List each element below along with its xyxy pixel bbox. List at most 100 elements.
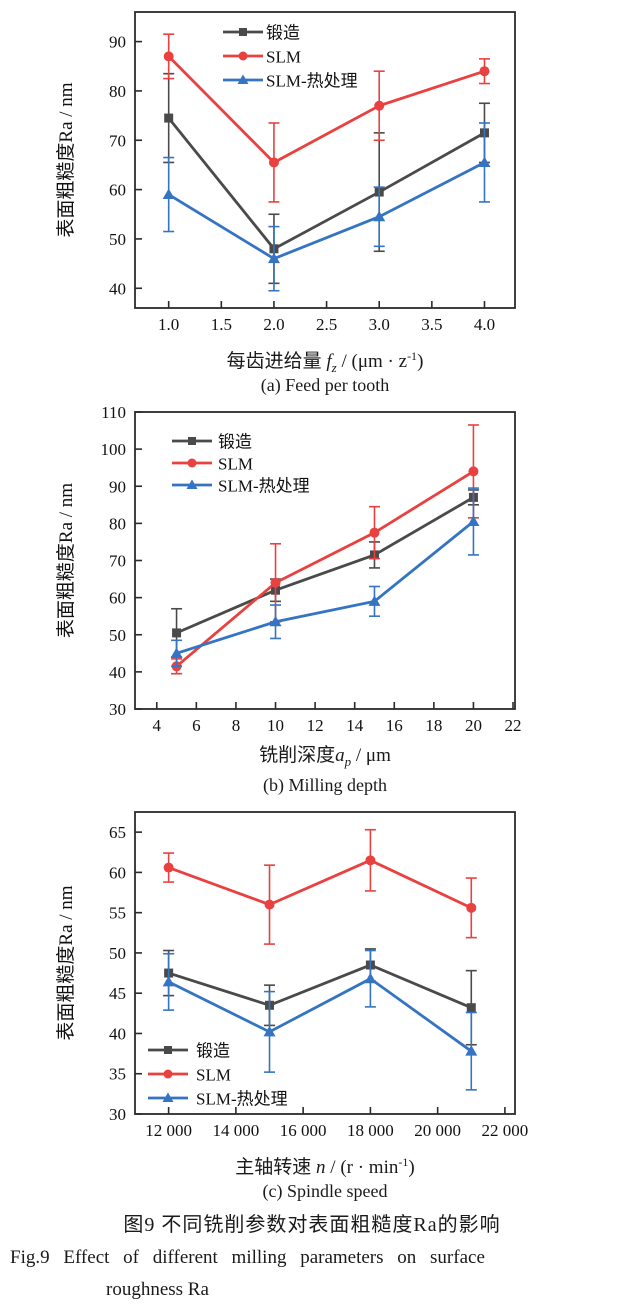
square-marker <box>164 1046 172 1054</box>
y-tick-label: 40 <box>109 279 126 298</box>
x-tick-label: 3.5 <box>421 315 442 334</box>
square-marker <box>188 437 196 445</box>
circle-marker <box>468 466 479 477</box>
x-tick-label: 16 <box>386 716 403 735</box>
series-锻造 <box>163 72 490 285</box>
triangle-marker <box>162 975 175 987</box>
x-axis-label-part: a <box>335 745 345 766</box>
x-axis-label-part: z <box>331 360 337 375</box>
plot-box <box>134 811 516 1115</box>
y-tick-label: 30 <box>109 700 126 719</box>
x-tick-label: 14 000 <box>213 1121 260 1140</box>
legend-label: SLM-热处理 <box>266 72 358 91</box>
x-tick-label: 4 <box>153 716 162 735</box>
square-marker <box>164 113 174 123</box>
series-line <box>167 161 486 261</box>
circle-marker <box>163 1069 173 1079</box>
plot-box <box>134 11 516 309</box>
x-tick-label: 22 000 <box>482 1121 529 1140</box>
triangle-marker <box>162 1092 174 1102</box>
chart-c-xaxis-label: 主轴转速 n / (r · min-1) <box>135 1148 515 1178</box>
figure-caption-chinese: 图9 不同铣削参数对表面粗糙度Ra的影响 <box>123 1214 501 1236</box>
x-tick-label: 12 <box>307 716 324 735</box>
circle-marker <box>163 862 174 873</box>
square-marker <box>172 628 182 638</box>
y-tick-label: 90 <box>109 477 126 496</box>
x-axis-label-part: ) <box>417 351 424 372</box>
x-axis-label-part: / (μm · z <box>336 351 408 372</box>
y-tick-label: 45 <box>109 984 126 1003</box>
x-tick-label: 14 <box>346 716 364 735</box>
x-axis-label-part: ) <box>408 1157 415 1178</box>
triangle-marker <box>237 74 249 84</box>
y-tick-label: 30 <box>109 1105 126 1124</box>
x-tick-label: 10 <box>267 716 284 735</box>
series-SLM-热处理 <box>162 949 478 1091</box>
triangle-marker <box>478 156 491 167</box>
x-tick-label: 22 <box>505 716 522 735</box>
y-tick-label: 80 <box>109 82 126 101</box>
circle-marker <box>264 899 275 910</box>
chart-c-block: 30 35 40 45 50 55 60 65 12 000 14 000 16 000 18 000… <box>0 800 624 1206</box>
circle-marker <box>365 855 376 866</box>
x-tick-label: 12 000 <box>145 1121 192 1140</box>
y-tick-label: 65 <box>109 823 126 842</box>
triangle-marker <box>170 647 183 658</box>
y-tick-label: 70 <box>109 131 126 150</box>
square-marker <box>466 1003 476 1013</box>
x-tick-label: 16 000 <box>280 1121 327 1140</box>
y-axis-label: 表面粗糙度Ra / nm <box>55 885 77 1040</box>
figure-caption-english-line2: roughness Ra <box>106 1279 209 1300</box>
x-tick-label: 18 000 <box>347 1121 394 1140</box>
series-line <box>176 520 475 655</box>
figure-caption-english-line1: Fig.9 Effect of different milling parame… <box>10 1247 485 1268</box>
x-tick-label: 2.0 <box>263 315 284 334</box>
x-tick-label: 4.0 <box>474 315 495 334</box>
x-tick-label: 1.5 <box>211 315 232 334</box>
x-tick-label: 20 <box>465 716 482 735</box>
x-tick-label: 1.0 <box>158 315 179 334</box>
legend-label: 锻造 <box>266 24 300 43</box>
plot-box <box>134 411 516 710</box>
x-tick-label: 20 000 <box>414 1121 461 1140</box>
chart-b-plot: 30 40 50 60 70 80 90 100 110 4 6 8 10 12 14 16 18 20 22 表面粗… <box>55 403 522 735</box>
y-tick-label: 60 <box>109 863 126 882</box>
x-axis-label-part: p <box>344 754 352 769</box>
y-tick-label: 40 <box>109 663 126 682</box>
circle-marker <box>268 157 279 168</box>
chart-b-xaxis-label: 铣削深度ap / μm <box>135 742 515 770</box>
series-SLM-热处理 <box>170 487 480 668</box>
triangle-marker <box>465 1045 478 1056</box>
chart-c-subcaption: (c) Spindle speed <box>262 1181 388 1201</box>
series-line <box>168 963 472 1009</box>
x-axis-label-part: f <box>326 351 332 372</box>
y-tick-label: 100 <box>101 440 127 459</box>
series-line <box>168 977 473 1053</box>
triangle-marker <box>373 210 386 222</box>
triangle-marker <box>186 479 198 489</box>
circle-marker <box>163 51 174 62</box>
series-锻造 <box>163 948 477 1046</box>
legend: 锻造 SLM SLM-热处理 <box>148 1042 288 1109</box>
triangle-marker <box>267 252 280 264</box>
series-line <box>167 117 486 251</box>
x-axis-label-part: 主轴转速 <box>235 1157 317 1178</box>
triangle-marker <box>162 188 175 200</box>
triangle-marker <box>467 515 480 527</box>
x-tick-label: 3.0 <box>369 315 390 334</box>
legend-label: SLM-热处理 <box>196 1090 288 1109</box>
series-line <box>176 496 475 635</box>
x-axis-label-part: n <box>316 1157 326 1178</box>
triangle-marker <box>269 615 282 627</box>
chart-a-plot: 40 50 60 70 80 90 1.0 1.5 2.0 2.5 3.0 3.5 4.0 表面粗糙度Ra… <box>55 11 516 334</box>
y-axis-label: 表面粗糙度Ra / nm <box>55 483 77 638</box>
chart-a-xaxis-label: 每齿进给量 fz / (μm · z-1) <box>135 342 515 375</box>
y-tick-label: 80 <box>109 514 126 533</box>
circle-marker <box>466 902 477 913</box>
circle-marker <box>270 577 281 588</box>
series-SLM-热处理 <box>162 122 491 292</box>
square-marker <box>239 28 247 36</box>
legend-label: SLM <box>218 455 253 474</box>
triangle-marker <box>364 972 377 984</box>
